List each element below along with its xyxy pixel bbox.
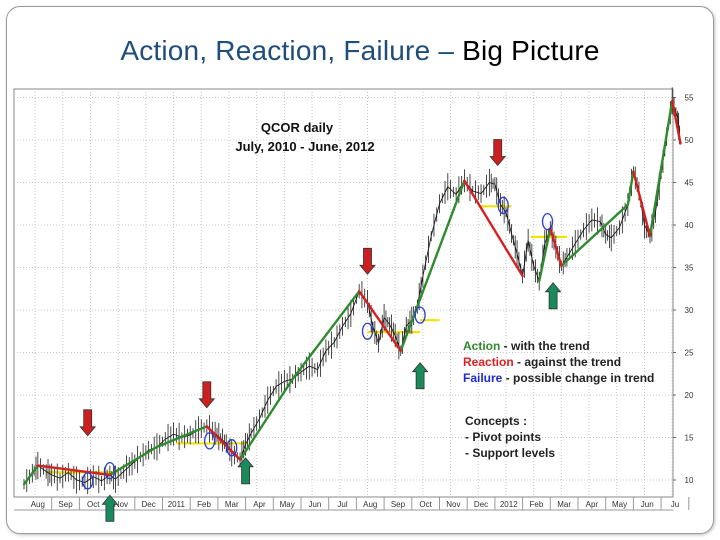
chart-subtitle: July, 2010 - June, 2012 <box>235 139 374 154</box>
y-tick-label: 35 <box>685 264 694 273</box>
action-trend-line <box>648 99 674 238</box>
arrow-down-shape <box>198 381 216 409</box>
legend-action-label: Action <box>463 339 500 353</box>
reaction-trend-line <box>549 227 563 267</box>
legend: Action - with the trend Reaction - again… <box>463 339 654 385</box>
action-trend-line <box>560 170 635 267</box>
x-tick-label: Jul <box>337 500 347 509</box>
concept-support-levels: - Support levels <box>465 446 555 460</box>
arrow-down-shape <box>489 139 507 167</box>
legend-action-text: - with the trend <box>500 339 589 353</box>
arrow-up <box>544 282 562 310</box>
action-trend-line <box>238 290 361 461</box>
x-tick-label: Ju <box>671 500 679 509</box>
action-trend-line <box>22 464 40 486</box>
chart-title: QCOR daily <box>261 120 334 135</box>
x-axis: Aug Sep Oct Nov Dec 2011 Feb Mar Apr May Jun Jul Aug… <box>14 497 690 511</box>
x-tick-label: 2012 <box>500 500 518 509</box>
y-tick-label: 45 <box>685 179 694 188</box>
y-tick-label: 50 <box>685 136 694 145</box>
reaction-trend-line <box>632 170 652 238</box>
y-axis: 10 15 20 25 30 35 40 45 50 55 <box>673 94 694 485</box>
y-tick-label: 25 <box>685 349 694 358</box>
y-tick-label: 10 <box>685 476 694 485</box>
arrow-up-shape <box>411 362 429 390</box>
x-tick-label: 2011 <box>168 500 186 509</box>
x-tick-label: Dec <box>474 500 488 509</box>
x-tick-label: Apr <box>253 500 266 509</box>
x-tick-label: Mar <box>557 500 571 509</box>
y-tick-label: 55 <box>685 94 694 103</box>
slide-title-part2: Big Picture <box>462 35 600 66</box>
pivot-circle <box>226 439 238 457</box>
reaction-trend-line <box>36 464 112 477</box>
pivot-circle <box>414 306 426 324</box>
x-tick-label: Sep <box>391 500 406 509</box>
arrow-up <box>411 362 429 390</box>
pivot-circle <box>497 196 509 215</box>
x-tick-label: Feb <box>530 500 544 509</box>
action-trend-line <box>538 227 552 283</box>
arrow-down-shape <box>79 409 97 437</box>
reaction-trend-line <box>463 179 524 278</box>
arrow-up-shape <box>544 282 562 310</box>
x-tick-label: Oct <box>419 500 432 509</box>
arrow-up-shape <box>101 494 119 522</box>
legend-reaction-label: Reaction <box>463 355 514 369</box>
legend-item-failure: Failure - possible change in trend <box>463 371 654 385</box>
legend-item-reaction: Reaction - against the trend <box>463 355 621 369</box>
x-tick-label: Mar <box>225 500 239 509</box>
arrow-down <box>359 247 376 275</box>
plot-area <box>13 88 674 498</box>
arrow-up-shape <box>237 457 254 485</box>
x-tick-label: Apr <box>586 500 599 509</box>
x-tick-label: Jun <box>641 500 654 509</box>
reaction-trend-line <box>671 99 682 145</box>
concepts-heading: Concepts : <box>465 414 527 428</box>
slide-title: Action, Reaction, Failure – Big Picture <box>0 35 720 67</box>
y-tick-label: 15 <box>685 434 694 443</box>
y-tick-label: 40 <box>685 221 694 230</box>
x-tick-label: Feb <box>197 500 211 509</box>
action-trend-line <box>108 425 209 477</box>
x-tick-label: Dec <box>142 500 156 509</box>
arrow-down-shape <box>359 247 376 275</box>
x-tick-label: Nov <box>446 500 460 509</box>
x-tick-label: Oct <box>87 500 100 509</box>
concepts-note: Concepts : - Pivot points - Support leve… <box>465 414 555 460</box>
pivot-circle <box>361 322 374 340</box>
pivot-points <box>82 196 554 490</box>
x-tick-label: May <box>612 500 627 509</box>
legend-failure-label: Failure <box>463 371 503 385</box>
concept-pivot-points: - Pivot points <box>465 430 541 444</box>
pivot-circle <box>203 432 216 450</box>
x-tick-label: Aug <box>363 500 377 509</box>
legend-reaction-text: - against the trend <box>514 355 621 369</box>
legend-failure-text: - possible change in trend <box>502 371 654 385</box>
slide-title-part1: Action, Reaction, Failure – <box>120 35 455 66</box>
y-tick-label: 30 <box>685 306 694 315</box>
y-tick-label: 20 <box>685 391 694 400</box>
reaction-trend-line <box>358 290 402 352</box>
arrow-up <box>101 494 119 522</box>
x-tick-label: Nov <box>114 500 128 509</box>
pivot-circle <box>82 472 94 490</box>
pivot-circle <box>541 212 554 231</box>
pivot-circle <box>104 461 116 480</box>
arrow-down <box>489 139 507 167</box>
action-trend-line <box>399 179 466 352</box>
arrow-down <box>198 381 216 409</box>
legend-item-action: Action - with the trend <box>463 339 590 353</box>
x-tick-label: Jun <box>308 500 321 509</box>
x-tick-label: Sep <box>58 500 73 509</box>
x-tick-label: May <box>280 500 295 509</box>
support-levels <box>46 205 567 474</box>
x-tick-label: Aug <box>31 500 45 509</box>
arrows <box>79 139 562 522</box>
arrow-up <box>237 457 254 485</box>
arrow-down <box>79 409 97 437</box>
